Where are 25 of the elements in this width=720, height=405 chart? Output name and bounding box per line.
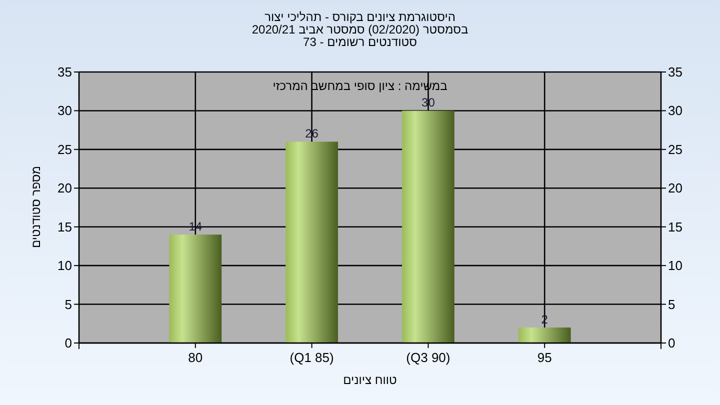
y2-tick-label: 15 (668, 219, 682, 234)
y-tick-label: 10 (58, 258, 72, 274)
y-tick-label: 35 (58, 64, 72, 80)
y2-tick-label: 35 (668, 64, 682, 80)
chart-title: היסטוגרמת ציונים בקורס - תהליכי יצור (264, 10, 456, 24)
y2-tick-label: 10 (668, 258, 682, 274)
y2-tick-label: 20 (668, 180, 682, 196)
y2-tick-label: 5 (668, 296, 676, 312)
chart-subtitle: בסמסטר (02/2020) סמסטר אביב 2020/21 (252, 22, 468, 36)
x-tick-label: (Q1 85) (290, 350, 334, 365)
x-tick-label: (Q3 90) (406, 350, 450, 365)
x-tick-label: 95 (537, 350, 552, 365)
y-tick-label: 30 (58, 103, 72, 118)
y-tick-label: 0 (64, 336, 72, 350)
y2-tick-label: 30 (668, 103, 682, 118)
x-axis-title: טווח ציונים (343, 373, 398, 387)
y-tick-label: 15 (58, 219, 72, 234)
y-tick-label: 25 (58, 142, 72, 157)
y2-tick-label: 25 (668, 142, 682, 157)
y2-tick-label: 0 (668, 336, 676, 350)
text: סטודנטים רשומים - 73 (303, 35, 418, 49)
x-tick-label: 80 (188, 350, 203, 365)
y-tick-label: 20 (58, 180, 72, 196)
y-axis-title: מספר סטודנטים (29, 166, 43, 248)
y-tick-label: 5 (64, 296, 72, 312)
